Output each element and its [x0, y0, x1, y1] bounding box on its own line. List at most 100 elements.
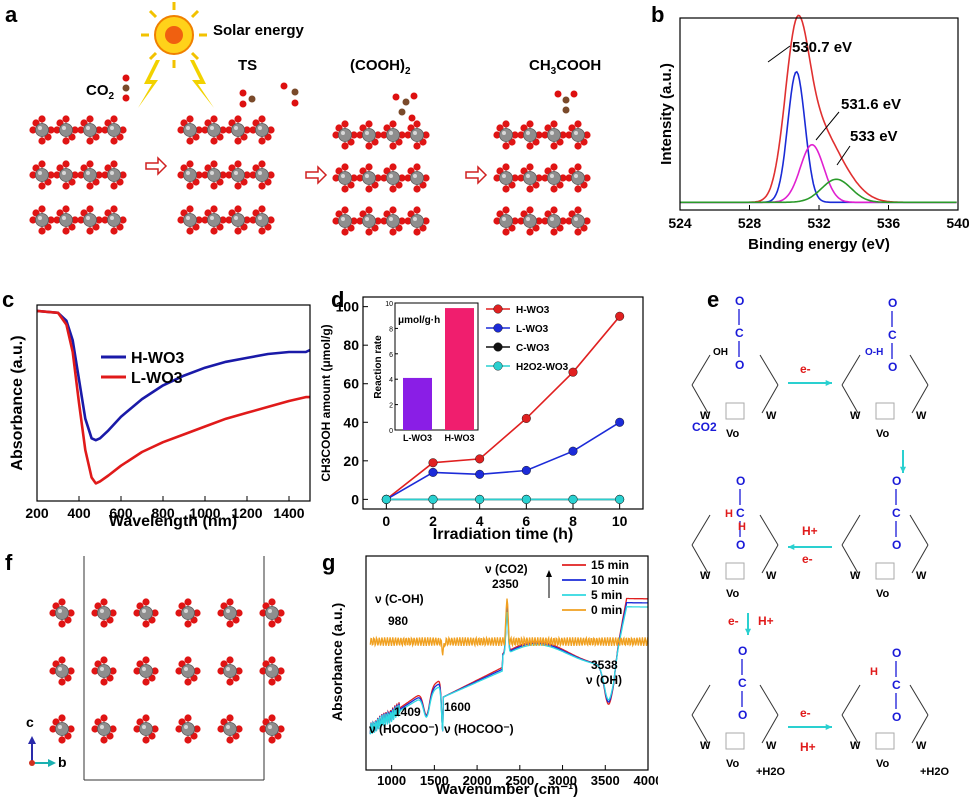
- o-top-0: O: [735, 294, 744, 308]
- vo-label-5: Vo: [726, 758, 740, 770]
- xps-curve-3: [680, 178, 957, 204]
- g-legend-label-1: 10 min: [591, 573, 629, 587]
- chart-b-svg: 524 528 532 536 540 Binding energy (eV) Inte…: [658, 14, 969, 253]
- o-top-1: O: [888, 296, 897, 310]
- annot-v-hocoo-1: ν (HOCOO⁻): [369, 722, 439, 736]
- chart-g-curves: [369, 597, 649, 735]
- inset-bar-L-WO3: [403, 377, 432, 430]
- vacancy-box: [875, 562, 895, 580]
- d-ytick-label-0: 0: [351, 491, 359, 507]
- w-label-right-2: W: [916, 410, 927, 422]
- b-tick-label-3: 536: [877, 215, 901, 231]
- cluster-ch3cooh: [493, 120, 591, 236]
- g-tick-label-2: 2000: [463, 773, 492, 788]
- kinetics-point-L-WO3-1: [428, 467, 438, 477]
- d-xtick-label-2: 4: [476, 513, 484, 529]
- kinetics-point-H-WO3-5: [615, 311, 625, 321]
- ch3cooh-label: CH3COOH: [529, 57, 601, 77]
- h-label-5: H: [870, 666, 878, 678]
- panel-b: 524 528 532 536 540 Binding energy (eV) Inte…: [650, 0, 969, 260]
- d-legend-label-2: C-WO3: [516, 343, 550, 354]
- mechanism-motif-5: [691, 684, 779, 750]
- g-tick-label-5: 3500: [591, 773, 620, 788]
- chart-g-frame: [365, 555, 649, 771]
- g-legend-label-2: 5 min: [591, 588, 622, 602]
- chart-g-ylabel: Absorbance (a.u.): [329, 603, 345, 721]
- chart-d-curves: [381, 311, 625, 504]
- o-top-4: O: [738, 644, 747, 658]
- arrow-e-2-head: [899, 466, 907, 473]
- inset-tick-label-3: 6: [389, 352, 393, 359]
- axis-b-label: b: [58, 754, 67, 770]
- d-ytick-label-4: 80: [343, 337, 359, 353]
- ch3-text: CH: [529, 57, 551, 74]
- kinetics-point-H-WO3-2: [475, 454, 485, 464]
- mechanism-motif-2: [841, 354, 929, 420]
- panel-c: 200 400 600 800 1000 1200 1400 Wavelength (nm)…: [0, 285, 320, 540]
- co2-label: CO2: [86, 82, 114, 102]
- c-mid-4: C: [738, 676, 747, 690]
- cooh2-label: (COOH)2: [350, 57, 411, 77]
- b-tick-label-1: 528: [738, 215, 762, 231]
- c-mid-0: C: [735, 326, 744, 340]
- e-minus-1: e-: [800, 362, 811, 376]
- g-tick-label-3: 2500: [505, 773, 534, 788]
- g-tick-label-6: 4000: [634, 773, 658, 788]
- legend-h-wo3: H-WO3: [131, 350, 184, 367]
- sun-icon: [141, 2, 207, 68]
- annot-v-c-oh: ν (C-OH): [375, 592, 424, 606]
- chart-c-legend: H-WO3 L-WO3: [101, 350, 184, 387]
- co2-subscript: 2: [108, 91, 115, 102]
- inset-tick-label-1: 2: [389, 403, 393, 410]
- g-legend-label-3: 0 min: [591, 603, 622, 617]
- chart-d-inset: L-WO3 H-WO3 0 2 4 6 8 10 μmol/g·h Reaction rate: [373, 301, 479, 443]
- arrow-step-3: [465, 165, 488, 185]
- h-label-3: H: [725, 508, 733, 520]
- panel-g: 1000 1500 2000 2500 3000 3500 4000 Wavenumber …: [318, 548, 662, 800]
- arrow-step-2: [305, 165, 328, 185]
- d-legend-marker-3: [493, 361, 503, 371]
- axis-c-label: c: [26, 714, 34, 730]
- g-tick-label-1: 1500: [420, 773, 449, 788]
- annotation-arrow-2: [815, 111, 840, 141]
- chart-b-x-ticks: 524 528 532 536 540: [668, 205, 969, 231]
- kinetics-point-L-WO3-4: [568, 446, 578, 456]
- cluster-co2: [29, 115, 127, 235]
- e-minus-3: e-: [802, 552, 813, 566]
- d-legend-label-3: H2O2-WO3: [516, 362, 569, 373]
- w-label-left-6: W: [850, 740, 861, 752]
- c-mid-3: C: [892, 506, 901, 520]
- g-tick-label-4: 3000: [548, 773, 577, 788]
- annot-v-oh: ν (OH): [586, 673, 622, 687]
- axis-triad-icon: [28, 736, 56, 767]
- ftir-curve-3: [369, 598, 649, 656]
- cluster-ts: [177, 115, 275, 235]
- d-xtick-label-1: 2: [429, 513, 437, 529]
- chart-g-svg: 1000 1500 2000 2500 3000 3500 4000 Wavenumber …: [329, 555, 662, 798]
- mechanism-motif-3: [691, 514, 779, 580]
- chart-d-frame: [362, 296, 644, 510]
- legend-l-wo3: L-WO3: [131, 370, 183, 387]
- kinetics-point-H2O2-WO3-4: [568, 494, 578, 504]
- panel-f-svg: [28, 556, 285, 781]
- chart-c-svg: 200 400 600 800 1000 1200 1400 Wavelength (nm)…: [9, 304, 311, 530]
- chart-b-ylabel: Intensity (a.u.): [658, 63, 675, 165]
- inset-unit: μmol/g·h: [398, 315, 440, 326]
- inset-tick-label-5: 10: [385, 301, 393, 308]
- w-label-left-3: W: [700, 570, 711, 582]
- o-top-3: O: [892, 474, 901, 488]
- annot-1409: 1409: [394, 705, 421, 719]
- annotation-530-7: 530.7 eV: [792, 39, 852, 56]
- inset-ylabel: Reaction rate: [373, 335, 384, 399]
- inset-category-0: L-WO3: [403, 433, 432, 443]
- vo-label-2: Vo: [876, 428, 890, 440]
- d-ytick-label-1: 20: [343, 453, 359, 469]
- kinetics-line-L-WO3: [385, 421, 621, 501]
- h2o-label-2: +H2O: [920, 766, 949, 778]
- arrow-e-1-head: [825, 379, 832, 387]
- kinetics-point-H2O2-WO3-2: [475, 494, 485, 504]
- annotation-arrow-1: [767, 45, 791, 63]
- arrow-e-4-head: [744, 628, 752, 635]
- d-xtick-label-4: 8: [569, 513, 577, 529]
- w-label-right-5: W: [766, 740, 777, 752]
